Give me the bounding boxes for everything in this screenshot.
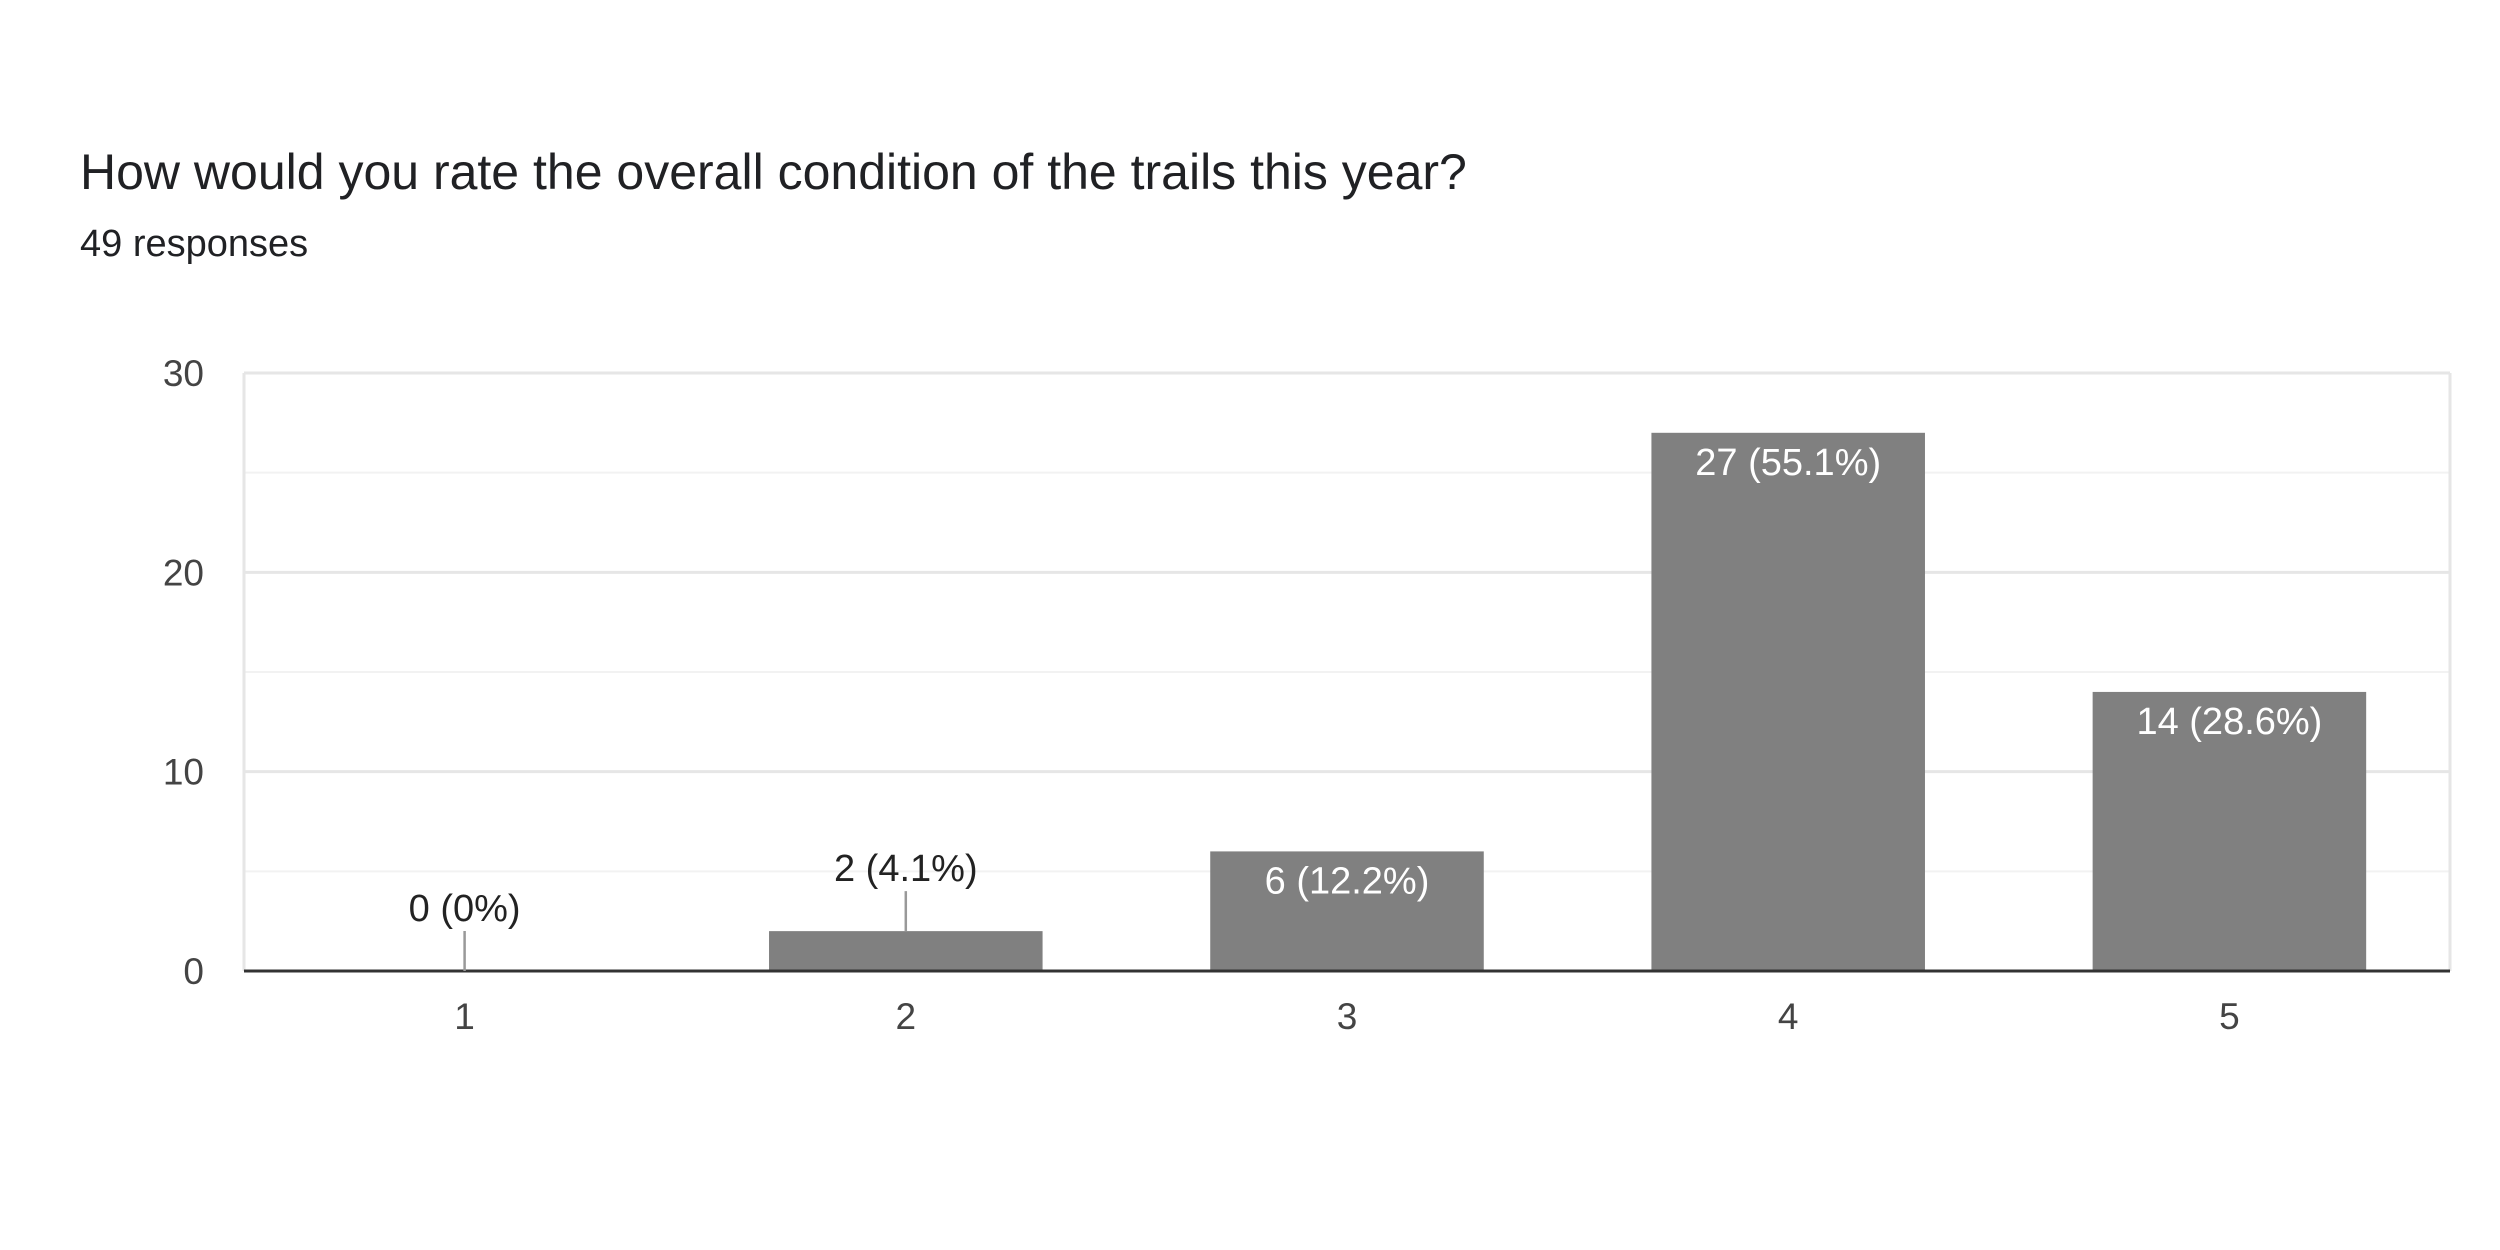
x-tick-label: 3 (1337, 996, 1358, 1037)
bar-5 (2092, 691, 2367, 971)
data-label: 0 (0%) (409, 888, 521, 930)
bar-2 (769, 931, 1043, 971)
x-tick-label: 2 (896, 996, 917, 1037)
gridlines (242, 371, 2452, 971)
data-labels: 0 (0%) 2 (4.1%) 6 (12.2%) 27 (55.1%) 14 (28.… (409, 442, 2322, 971)
bar-4 (1651, 432, 1925, 971)
bar-3 (1210, 851, 1484, 971)
x-tick-label: 5 (2219, 996, 2240, 1037)
y-tick-label: 20 (163, 552, 204, 593)
data-label: 2 (4.1%) (834, 848, 978, 890)
axes: 0 10 20 30 1 2 3 4 5 (163, 353, 2450, 1037)
y-tick-label: 10 (163, 752, 204, 793)
data-label: 14 (28.6%) (2136, 701, 2322, 743)
question-title: How would you rate the overall condition… (80, 144, 1467, 200)
y-tick-label: 30 (163, 353, 204, 394)
x-tick-label: 1 (454, 996, 475, 1037)
bars (769, 432, 2367, 971)
data-label: 6 (12.2%) (1265, 860, 1430, 902)
response-count: 49 responses (80, 223, 309, 265)
x-tick-label: 4 (1778, 996, 1799, 1037)
y-tick-label: 0 (183, 951, 204, 992)
data-label: 27 (55.1%) (1695, 442, 1881, 484)
